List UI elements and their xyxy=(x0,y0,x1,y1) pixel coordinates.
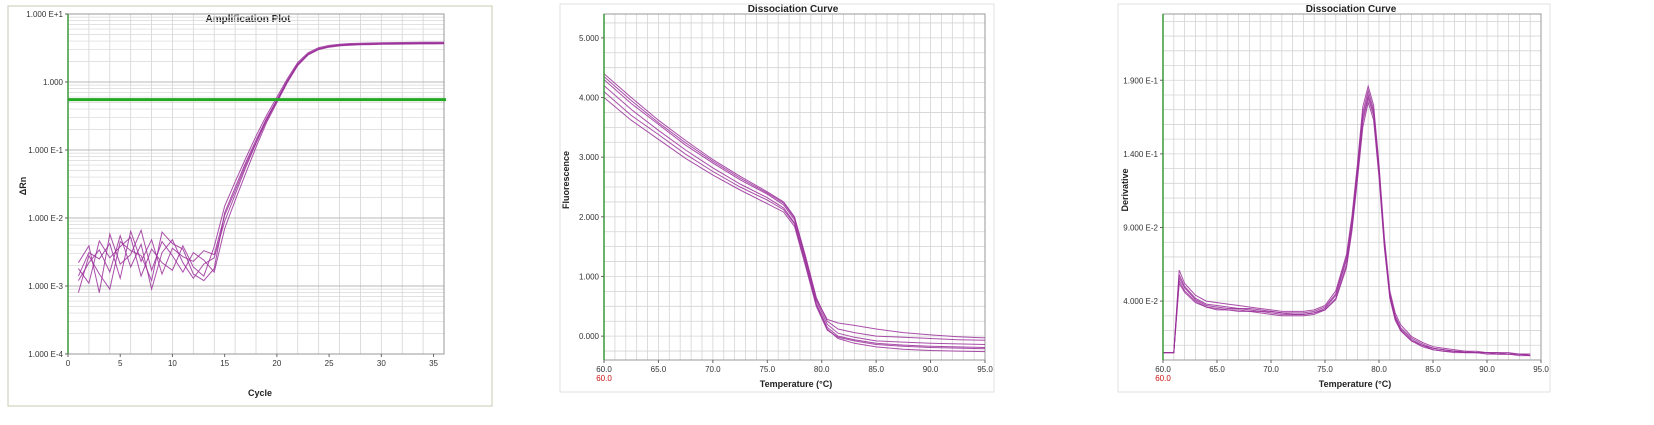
dissociation-derivative-panel: Dissociation Curve 60.0 60.0 65.0 70.0 75.0… xyxy=(1117,3,1551,393)
x-tick-label: 80.0 xyxy=(1371,365,1387,374)
x-tick-label: 20 xyxy=(272,359,281,368)
y-tick-label: 4.000 E-2 xyxy=(1123,297,1158,306)
series-line xyxy=(77,42,445,281)
x-tick-label: 15 xyxy=(220,359,229,368)
origin-group: 60.0 xyxy=(1155,374,1171,383)
y-tick-label: 1.400 E-1 xyxy=(1123,150,1158,159)
chart-title: Amplification Plot xyxy=(206,14,292,25)
plot-grid xyxy=(1162,13,1542,361)
x-tick-label: 90.0 xyxy=(923,365,939,374)
y-axis-label: Derivative xyxy=(1120,168,1130,211)
series-line xyxy=(603,76,986,339)
y-tick-label: 3.000 xyxy=(579,153,600,162)
curve-group xyxy=(77,41,445,293)
x-tick-label: 90.0 xyxy=(1479,365,1495,374)
axes-group: 60.0 65.0 70.0 75.0 80.0 85.0 90.0 95.0 0.000 1.0… xyxy=(579,14,993,374)
x-tick-label: 75.0 xyxy=(759,365,775,374)
x-tick-label: 70.0 xyxy=(1263,365,1279,374)
amplification-plot-panel: Amplification Plot 0 5 10 15 20 25 30 35 1.000 E… xyxy=(7,5,493,407)
series-line xyxy=(77,43,445,293)
series-line xyxy=(603,91,986,353)
y-axis-label: Fluorescence xyxy=(561,151,571,209)
origin-group: 60.0 xyxy=(596,374,612,383)
x-tick-label: 10 xyxy=(168,359,177,368)
dissociation-fluorescence-panel: Dissociation Curve 60.0 60.0 65.0 70.0 75.0… xyxy=(559,3,995,393)
x-tick-label: 60.0 xyxy=(596,365,612,374)
x-tick-label: 70.0 xyxy=(705,365,721,374)
y-tick-label: 1.000 E-4 xyxy=(28,350,63,359)
y-tick-label: 1.000 E-3 xyxy=(28,282,63,291)
chart-title: Dissociation Curve xyxy=(1306,4,1397,15)
x-tick-label: 85.0 xyxy=(1425,365,1441,374)
panel-frame xyxy=(7,5,493,407)
y-tick-label: 4.000 xyxy=(579,94,600,103)
plot-grid xyxy=(67,13,445,355)
series-line xyxy=(77,41,444,285)
x-tick-label: 95.0 xyxy=(1533,365,1549,374)
y-tick-label: 9.000 E-2 xyxy=(1123,223,1158,232)
x-origin-label: 60.0 xyxy=(596,374,612,383)
x-axis-label: Temperature (°C) xyxy=(1319,379,1391,389)
plot-grid xyxy=(603,13,986,361)
series-line xyxy=(1163,100,1531,357)
x-tick-label: 30 xyxy=(377,359,386,368)
axes-group: 60.0 65.0 70.0 75.0 80.0 85.0 90.0 95.0 4.000 E-… xyxy=(1123,14,1549,374)
x-tick-label: 5 xyxy=(118,359,123,368)
axes-group: 0 5 10 15 20 25 30 35 1.000 E-4 1.000 E-3 1.000 E-… xyxy=(26,10,438,368)
curve-group xyxy=(603,73,986,353)
x-tick-label: 75.0 xyxy=(1317,365,1333,374)
y-tick-label: 2.000 xyxy=(579,213,600,222)
x-axis-label: Cycle xyxy=(248,388,272,398)
x-tick-label: 80.0 xyxy=(814,365,830,374)
curve-group xyxy=(1163,84,1531,357)
x-origin-label: 60.0 xyxy=(1155,374,1171,383)
x-tick-label: 65.0 xyxy=(651,365,667,374)
y-tick-label: 0.000 xyxy=(579,332,600,341)
series-line xyxy=(1163,84,1531,355)
series-line xyxy=(603,97,986,350)
y-tick-label: 1.000 E-2 xyxy=(28,214,63,223)
x-tick-label: 95.0 xyxy=(977,365,993,374)
x-tick-label: 35 xyxy=(429,359,438,368)
x-tick-label: 85.0 xyxy=(868,365,884,374)
x-tick-label: 0 xyxy=(66,359,71,368)
y-tick-label: 1.900 E-1 xyxy=(1123,76,1158,85)
y-tick-label: 1.000 E+1 xyxy=(26,10,63,19)
y-tick-label: 1.000 E-1 xyxy=(28,146,63,155)
x-tick-label: 25 xyxy=(325,359,334,368)
y-tick-label: 5.000 xyxy=(579,34,600,43)
y-tick-label: 1.000 xyxy=(43,78,64,87)
x-axis-label: Temperature (°C) xyxy=(760,379,832,389)
x-tick-label: 60.0 xyxy=(1155,365,1171,374)
series-line xyxy=(1163,93,1531,357)
y-tick-label: 1.000 xyxy=(579,272,600,281)
y-axis-label: ΔRn xyxy=(18,177,28,195)
chart-title: Dissociation Curve xyxy=(748,4,839,15)
x-tick-label: 65.0 xyxy=(1209,365,1225,374)
